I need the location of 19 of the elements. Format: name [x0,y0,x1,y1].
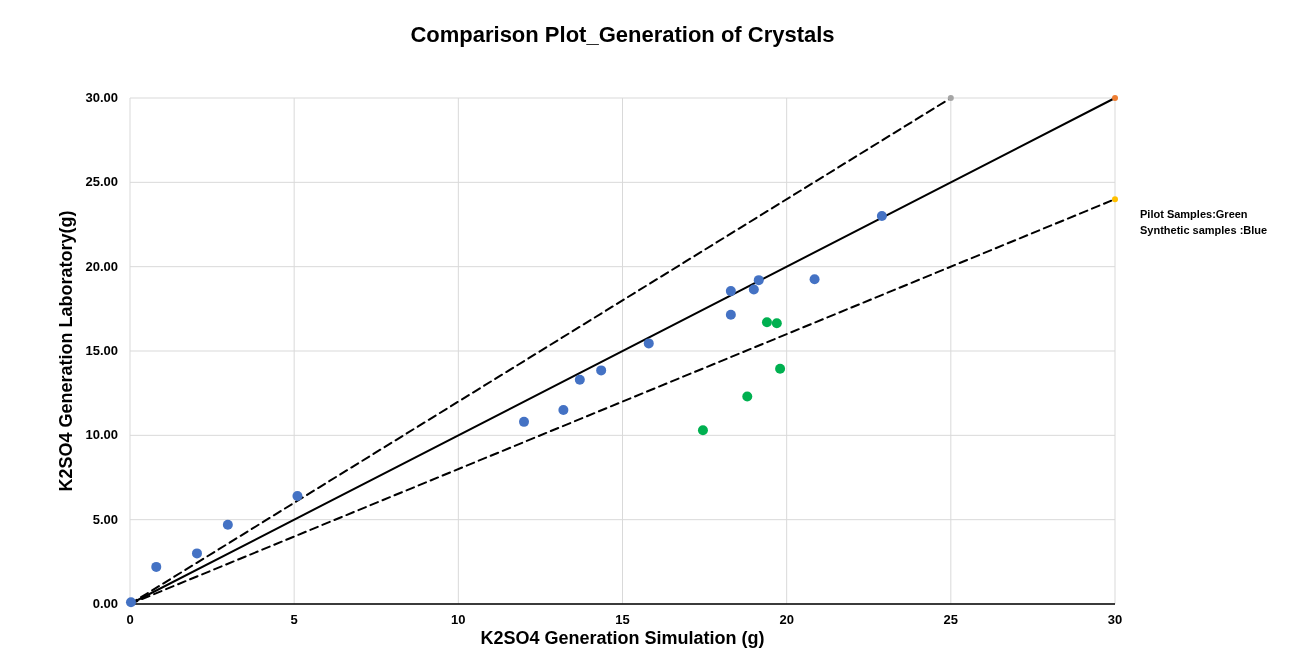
text: Pilot Samples:Green [1140,208,1248,220]
x-tick-label: 20 [779,612,794,627]
y-tick-label: 10.00 [85,427,118,443]
y-tick-label: 0.00 [92,596,118,611]
text: Synthetic samples :Blue [1140,224,1268,236]
x-tick-label: 5 [290,612,298,627]
chart-title: Comparison Plot_Generation of Crystals [410,22,835,47]
y-tick-label: 20.00 [85,258,118,274]
y-axis-title: K2SO4 Generation Laboratory(g) [56,210,76,492]
y-tick-label: 30.00 [85,90,118,105]
y-tick-label: 5.00 [92,511,118,527]
x-axis-title: K2SO4 Generation Simulation (g) [480,628,765,648]
x-tick-label: 10 [451,612,466,627]
x-tick-label: 25 [943,612,959,627]
x-tick-label: 0 [126,612,134,627]
y-tick-label: 15.00 [85,343,118,358]
x-tick-label: 30 [1107,612,1123,627]
y-tick-label: 25.00 [85,174,118,190]
x-tick-label: 15 [615,612,630,627]
